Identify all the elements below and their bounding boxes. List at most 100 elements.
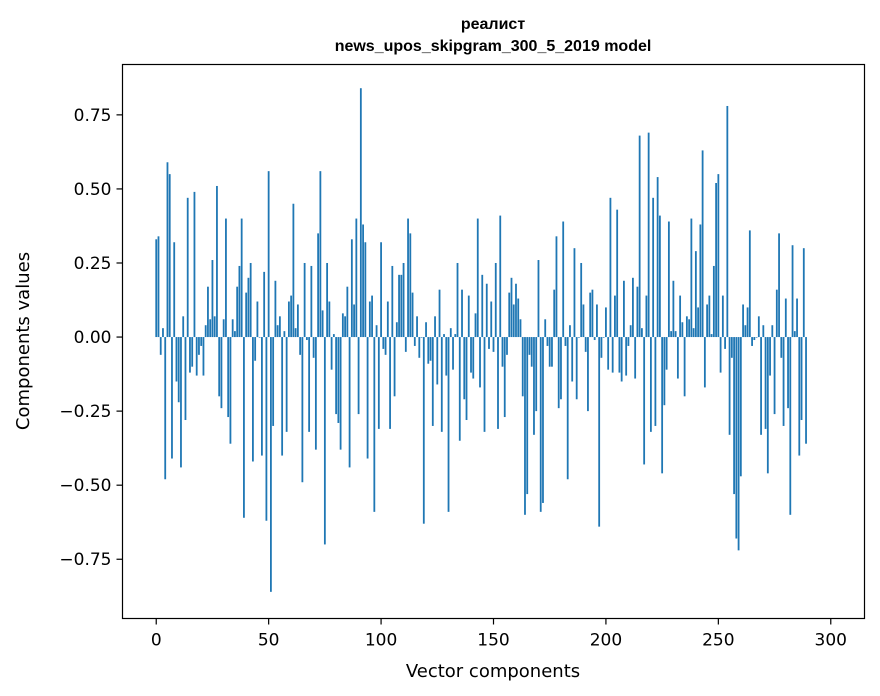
bar [438,289,441,338]
bar [384,337,387,355]
bar [310,265,313,338]
bar [159,337,162,355]
bar [699,224,702,338]
bar [348,337,351,468]
bar [193,191,196,338]
bar [560,337,562,400]
bar [452,337,454,370]
bar [238,265,241,338]
bar [782,337,785,426]
bar [515,283,517,338]
bar [679,295,682,338]
bar [326,262,329,338]
bar [330,337,333,370]
bar [508,292,511,338]
bar [537,260,540,338]
bar [171,337,173,459]
bar [272,337,275,426]
bar [616,209,619,338]
bar [566,337,569,480]
bar [627,337,630,346]
bar [189,337,191,373]
bar [654,337,657,426]
bar [506,337,508,355]
bar [368,301,371,338]
bar [236,286,239,338]
bar [800,337,803,421]
bar [625,337,628,376]
bar [569,325,571,338]
x-axis-label: Vector components [406,661,580,682]
bar [609,197,612,338]
bar [798,337,801,456]
bar [733,337,735,495]
bar [521,337,524,397]
bar [587,337,589,412]
bar [632,277,634,338]
bar [526,337,529,495]
bar [227,337,230,418]
x-tick-label: 0 [151,631,162,651]
bar [737,337,740,551]
bar [443,334,445,338]
bar [168,174,171,338]
bar [323,337,326,545]
bar [371,295,373,338]
bar [362,224,364,338]
bar [436,337,439,385]
bar [321,310,324,338]
bar [209,319,212,338]
bar [512,304,515,338]
bar [299,337,302,355]
bar [166,162,169,338]
y-tick-label: 0.75 [74,106,112,126]
bar [517,298,520,338]
bar [164,337,167,480]
bar [290,295,293,338]
bar [683,337,686,397]
bar [456,262,459,338]
bar [285,337,288,432]
chart-title-line-1: реалист [461,16,525,33]
bar [611,337,614,373]
bar [580,262,583,338]
bar [742,304,744,338]
bar [191,337,194,367]
bar [582,304,585,338]
bar [229,337,232,444]
bar [600,337,603,358]
bar-series [155,88,807,592]
bar [382,337,385,349]
bar [593,337,596,341]
bar [429,337,432,361]
bar [476,218,479,338]
bar [283,331,286,338]
bar [180,337,182,468]
bar [623,280,625,338]
bar [667,221,670,338]
bar [296,304,299,338]
bar [393,337,396,397]
bar [546,337,549,346]
bar [605,307,607,338]
bar [389,337,391,429]
bar [492,337,495,352]
plot-frame [121,63,866,620]
bar [780,337,783,358]
bar [638,135,641,338]
bar [748,230,751,338]
bar [335,337,338,415]
bar [708,295,711,338]
bar [688,319,691,338]
bar [364,242,367,338]
bar [175,337,178,382]
bar [267,171,270,338]
x-tick-label: 250 [702,631,734,651]
bar [312,337,315,358]
bar [440,337,443,432]
bar [245,292,248,338]
bar [490,301,493,338]
bar [685,316,688,338]
bar [649,337,652,432]
